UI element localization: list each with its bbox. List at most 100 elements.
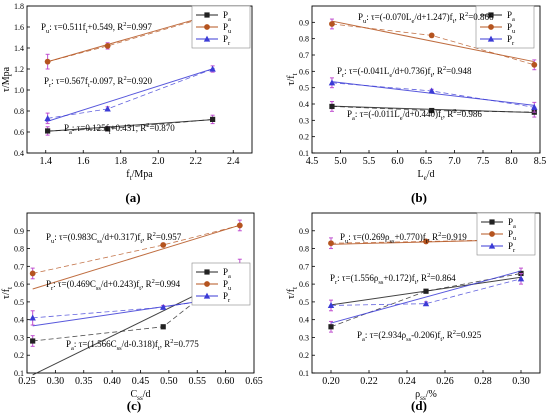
panel-b-equation-2: Pr: τ=(-0.041Le/d+0.736)ft, R2=0.948 [337,65,472,79]
panel-b-series-pr-point [531,103,538,110]
panel-c-equation-2: Pr: τ=(0.469Css/d+0.243)ft, R2=0.994 [46,278,181,292]
panel-a-caption: (a) [125,190,140,205]
panel-d-equation-2: Pr: τ=(1.556ρss+0.172)ft, R2=0.864 [330,272,456,286]
panel-b-x-tick-label: 6.0 [391,156,404,167]
panel-b-equation-1: Pu: τ=(-0.070Le/d+1.247)ft, R2=0.866 [358,11,494,25]
panel-d-caption: (d) [411,398,427,413]
panel-c-y-tick-label: 0.7 [14,262,24,271]
panel-c-series-pa-point [30,338,36,344]
panel-d-series-pa-connect-line [330,273,522,328]
panel-a-equation-1: Pu: τ=0.511ft+0.549, R2=0.997 [41,21,152,35]
panel-d-legend-marker [489,231,495,237]
panel-a-series-pa-point [210,116,216,122]
panel-a-y-tick-label: 1.6 [14,23,24,32]
panel-d-y-tick-label: 0.2 [299,351,309,360]
panel-d-legend-marker [489,219,495,225]
panel-d-equation-1: Pu: τ=(0.269ρss+0.770)ft, R2=0.919 [340,231,467,245]
panel-d-y-tick-label: 0.9 [299,227,309,236]
panel-d-series-pr-fit-line [330,270,522,324]
panel-a-series-pu-point [44,58,51,65]
panel-c-series-pu-fit-line [32,224,240,290]
panel-d-legend-box [476,212,536,256]
panel-c-series-pr-point [29,314,36,321]
panel-d-series-pr-point [517,275,525,282]
panel-b-x-tick-label: 8.0 [505,156,518,167]
panel-a-series-pr-point [104,105,111,112]
panel-d-y-tick-label: 0.5 [299,298,309,307]
panel-b-series-pu-point [531,61,538,68]
panel-a-x-tick-label: 1.4 [40,156,53,167]
panel-a-series-pa-point [105,126,111,132]
panel-b-x-tick-label: 5.0 [334,156,347,167]
panel-b-series-pr-connect-line [331,82,535,108]
panel-a-legend-marker [203,35,211,42]
panel-d-series-pr-connect-line [330,278,522,306]
panel-c-legend-label: Pr [223,291,231,304]
panel-d-x-tick-label: 0.26 [436,376,454,387]
panel-d-series-pu-point [423,238,429,245]
panel-a-y-tick-label: 1.8 [14,2,24,11]
panel-b-x-axis-label: Le/d [417,169,434,182]
panel-b-y-tick-label: 0.5 [299,84,309,93]
panel-c-x-tick-label: 0.65 [245,376,263,387]
panel-c-x-tick-label: 0.45 [132,376,150,387]
panel-d-legend-label: Pr [508,241,516,254]
panel-c-legend-label: Pu [223,279,232,292]
panel-b-y-axis-label: τ/ft [286,73,299,85]
panel-b-x-tick-label: 8.5 [534,156,547,167]
panel-c-x-tick-label: 0.60 [217,376,235,387]
panel-b-series-pa-point [429,107,435,114]
panel-a-equation-3: Pa: τ=0.125ft+0.431, R2=0.870 [64,122,175,136]
panel-a-series-pu-point [104,43,111,49]
panel-a-equation-2: Pr: τ=0.567ft-0.097, R2=0.920 [44,75,152,89]
panel-d-y-tick-label: 0.6 [299,280,309,289]
panel-b-y-tick-label: 0.3 [299,116,309,125]
panel-c-x-tick-label: 0.30 [47,376,65,387]
panel-b-legend-marker [487,35,495,42]
panel-b-y-tick-label: 0.7 [299,51,309,60]
panel-d-x-tick-label: 0.24 [398,376,416,387]
panel-c-y-tick-label: 0.1 [14,369,24,378]
panel-d-x-axis-label: ρss/% [415,389,437,402]
panel-b-series-pu-point [329,21,335,27]
panel-c-series-pu-connect-line [32,225,240,274]
panel-c-x-tick-label: 0.35 [75,376,93,387]
panel-b-series-pr-point [428,87,435,94]
panel-b-x-tick-label: 6.5 [420,156,433,167]
panel-d-series-pr-point [422,300,430,307]
panel-a-legend-marker [204,12,210,18]
panel-a-x-tick-label: 1.8 [115,156,128,167]
panel-d-y-tick-label: 0.3 [299,333,309,342]
panel-d-series-pu-point [328,240,334,247]
panel-c-series-pr-point [160,303,167,310]
panel-d-legend-label: Pu [508,229,517,242]
panel-c-legend-marker [204,269,210,275]
panel-d-x-tick-label: 0.30 [512,376,530,387]
panel-c-x-tick-label: 0.50 [160,376,178,387]
panel-d-x-tick-label: 0.22 [360,376,378,387]
panel-d-y-axis-label: τ/ft [286,287,299,299]
panel-c-series-pu-point [236,222,243,229]
panel-a-x-tick-label: 2.0 [152,156,165,167]
panel-c-y-tick-label: 0.6 [14,280,24,289]
panel-d-series-pa-point [423,288,429,294]
panel-a-series-pr-point [44,114,51,121]
panel-d-legend-marker [488,242,496,249]
panel-b-legend-marker [488,12,494,18]
panel-b-y-tick-label: 0.1 [299,149,309,158]
panel-c-y-tick-label: 0.2 [14,351,24,360]
panel-d-x-tick-label: 0.28 [474,376,492,387]
panel-b-y-tick-label: 0.6 [299,67,309,76]
panel-d-y-tick-label: 0.8 [299,245,309,254]
panel-a-y-tick-label: 1.2 [14,65,24,74]
panel-b-legend-marker [488,24,494,30]
panel-d-y-tick-label: 0.4 [299,316,309,325]
panel-c-x-axis-label: Css/d [130,389,150,402]
panel-c-x-tick-label: 0.40 [103,376,121,387]
panel-d-y-tick-label: 0.7 [299,262,309,271]
panel-b-legend-label: Pr [507,34,515,47]
panel-a-x-tick-label: 2.2 [190,156,203,167]
panel-a-legend-label: Pa [223,10,231,23]
panel-c-y-tick-label: 0.3 [14,333,24,342]
panel-b-series-pu-point [428,32,435,39]
